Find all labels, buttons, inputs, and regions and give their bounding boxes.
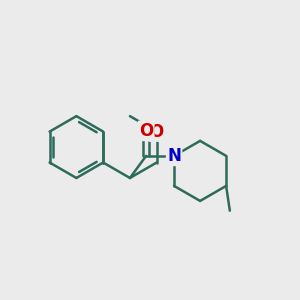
Text: O: O — [150, 123, 164, 141]
Text: N: N — [167, 147, 181, 165]
Text: O: O — [139, 122, 153, 140]
